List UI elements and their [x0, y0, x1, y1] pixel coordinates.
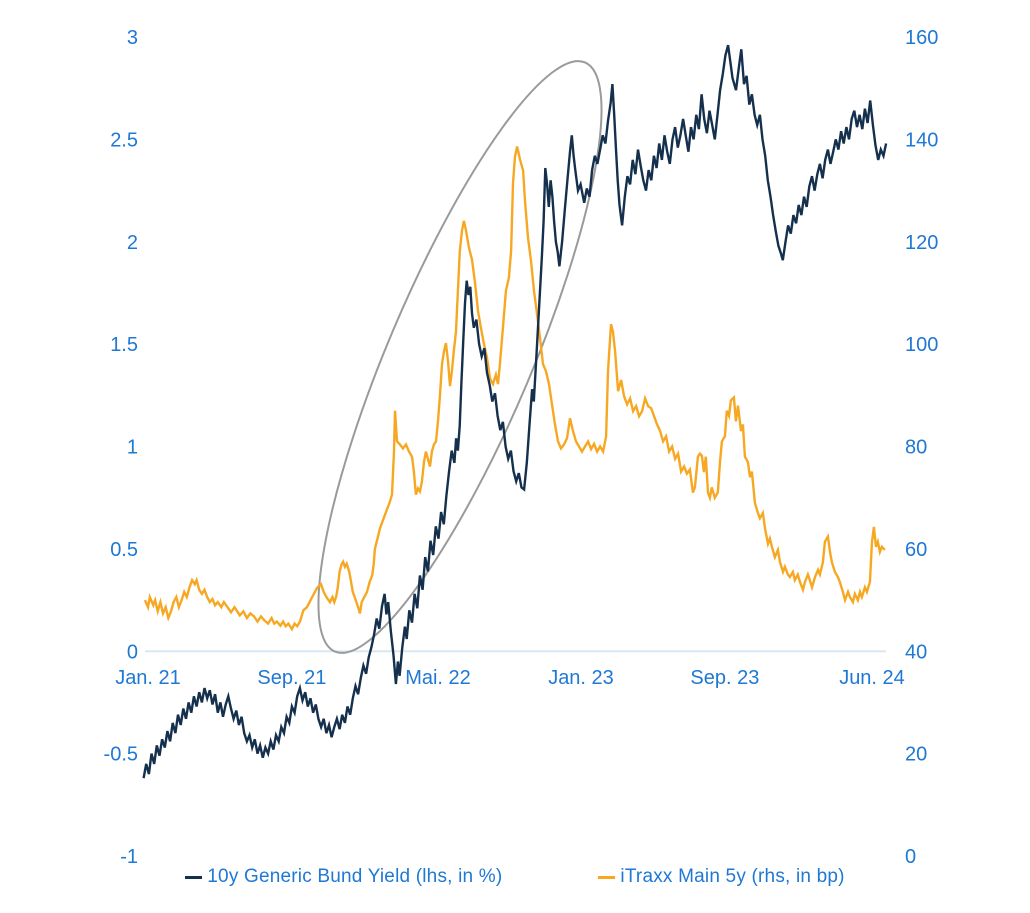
y-axis-left-tick-label: 3 — [127, 27, 138, 49]
x-axis-tick-label: Sep. 21 — [257, 667, 326, 689]
y-axis-right-tick-label: 100 — [905, 334, 938, 356]
itraxx-line — [143, 146, 886, 632]
y-axis-left-tick-label: 0.5 — [110, 539, 138, 561]
legend-label-bund-yield: 10y Generic Bund Yield (lhs, in %) — [207, 866, 503, 887]
y-axis-left-tick-label: -1 — [120, 846, 138, 868]
y-axis-left-tick-label: 0 — [127, 641, 138, 663]
legend-item-itraxx: iTraxx Main 5y (rhs, in bp) — [598, 866, 845, 888]
y-axis-left-tick-label: 1.5 — [110, 334, 138, 356]
legend: 10y Generic Bund Yield (lhs, in %) iTrax… — [0, 866, 1030, 888]
legend-item-bund-yield: 10y Generic Bund Yield (lhs, in %) — [185, 866, 502, 888]
x-axis-tick-label: Sep. 23 — [690, 667, 759, 689]
legend-label-itraxx: iTraxx Main 5y (rhs, in bp) — [620, 866, 845, 887]
y-axis-right-tick-label: 20 — [905, 744, 927, 766]
y-axis-left-tick-label: 1 — [127, 437, 138, 459]
y-axis-left-tick-label: -0.5 — [104, 744, 138, 766]
bund-yield-swatch — [185, 875, 203, 879]
y-axis-left-tick-label: 2 — [127, 232, 138, 254]
y-axis-right-tick-label: 40 — [905, 641, 927, 663]
y-axis-right-tick-label: 60 — [905, 539, 927, 561]
x-axis-tick-label: Jun. 24 — [839, 667, 905, 689]
x-axis-tick-label: Jan. 23 — [548, 667, 614, 689]
highlight-ellipse-annotation — [317, 60, 603, 654]
y-axis-right-tick-label: 0 — [905, 846, 916, 868]
itraxx-swatch — [598, 875, 616, 879]
x-axis-tick-label: Jan. 21 — [115, 667, 181, 689]
y-axis-right-tick-label: 140 — [905, 129, 938, 151]
y-axis-right-tick-label: 120 — [905, 232, 938, 254]
y-axis-left-tick-label: 2.5 — [110, 129, 138, 151]
bund-yield-line — [142, 44, 888, 779]
y-axis-right-tick-label: 160 — [905, 27, 938, 49]
x-axis-tick-label: Mai. 22 — [405, 667, 471, 689]
y-axis-right-tick-label: 80 — [905, 437, 927, 459]
